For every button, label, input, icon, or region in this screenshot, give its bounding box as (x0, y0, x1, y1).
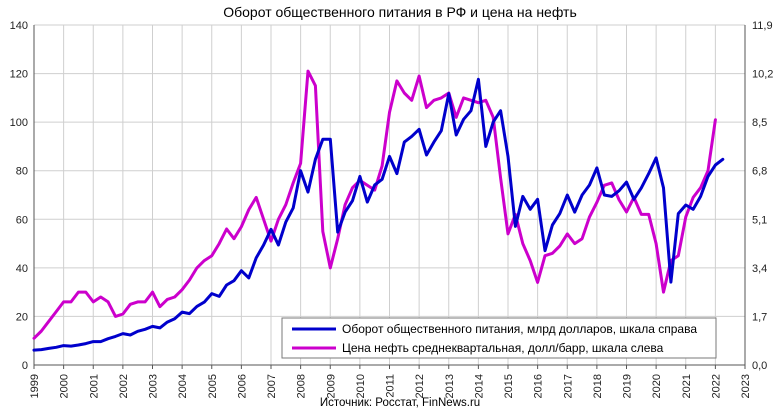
y-left-tick-label: 40 (16, 263, 28, 275)
y-right-tick-label: 5,1 (752, 214, 767, 226)
x-tick-label: 2017 (562, 374, 574, 398)
source-note: Источник: Росстат, FinNews.ru (320, 397, 480, 409)
x-tick-label: 2013 (444, 374, 456, 398)
x-tick-label: 2014 (473, 374, 485, 398)
x-tick-label: 2012 (414, 374, 426, 398)
legend: Оборот общественного питания, млрд долла… (281, 317, 717, 359)
axes: 0 20 40 60 80 100 120 140 0,0 1,7 3,4 5,1 6,8 8,5 10,2… (10, 20, 774, 398)
y-right-tick-label: 8,5 (752, 117, 767, 129)
x-tick-label: 2016 (533, 374, 545, 398)
x-tick-label: 2019 (622, 374, 634, 398)
x-tick-label: 2001 (88, 374, 100, 398)
x-tick-label: 2009 (325, 374, 337, 398)
y-right-tick-label: 3,4 (752, 263, 767, 275)
series-line-turnover (32, 77, 725, 352)
y-right-tick-label: 10,2 (752, 69, 773, 81)
y-left-tick-label: 20 (16, 311, 28, 323)
chart-title: Оборот общественного питания в РФ и цена… (223, 4, 577, 20)
x-tick-label: 1999 (29, 374, 41, 398)
x-tick-label: 2007 (266, 374, 278, 398)
x-tick-label: 2002 (118, 374, 130, 398)
y-left-tick-label: 0 (22, 360, 28, 372)
y-right-tick-label: 0,0 (752, 360, 767, 372)
y-left-tick-label: 60 (16, 214, 28, 226)
y-right-tick-label: 6,8 (752, 166, 767, 178)
x-tick-label: 2006 (236, 374, 248, 398)
legend-box (281, 317, 717, 359)
x-tick-label: 2005 (207, 374, 219, 398)
x-tick-label: 2004 (177, 374, 189, 398)
y-left-tick-label: 80 (16, 166, 28, 178)
y-left-tick-label: 140 (10, 20, 28, 32)
x-tick-label: 2023 (740, 374, 752, 398)
x-tick-label: 2015 (503, 374, 515, 398)
x-tick-label: 2011 (385, 374, 397, 398)
y-left-tick-label: 120 (10, 69, 28, 81)
y-right-tick-label: 1,7 (752, 311, 767, 323)
x-tick-label: 2021 (681, 374, 693, 398)
series-lines (32, 69, 725, 352)
x-tick-label: 2003 (148, 374, 160, 398)
y-right-tick-label: 11,9 (752, 20, 773, 32)
x-tick-label: 2018 (592, 374, 604, 398)
legend-label-oil: Цена нефть среднеквартальная, долл/барр,… (342, 341, 664, 355)
x-tick-label: 2008 (296, 374, 308, 398)
x-tick-label: 2010 (355, 374, 367, 398)
legend-label-turnover: Оборот общественного питания, млрд долла… (342, 322, 697, 336)
y-left-tick-label: 100 (10, 117, 28, 129)
x-tick-label: 2000 (59, 374, 71, 398)
x-tick-label: 2020 (651, 374, 663, 398)
x-tick-label: 2022 (710, 374, 722, 398)
